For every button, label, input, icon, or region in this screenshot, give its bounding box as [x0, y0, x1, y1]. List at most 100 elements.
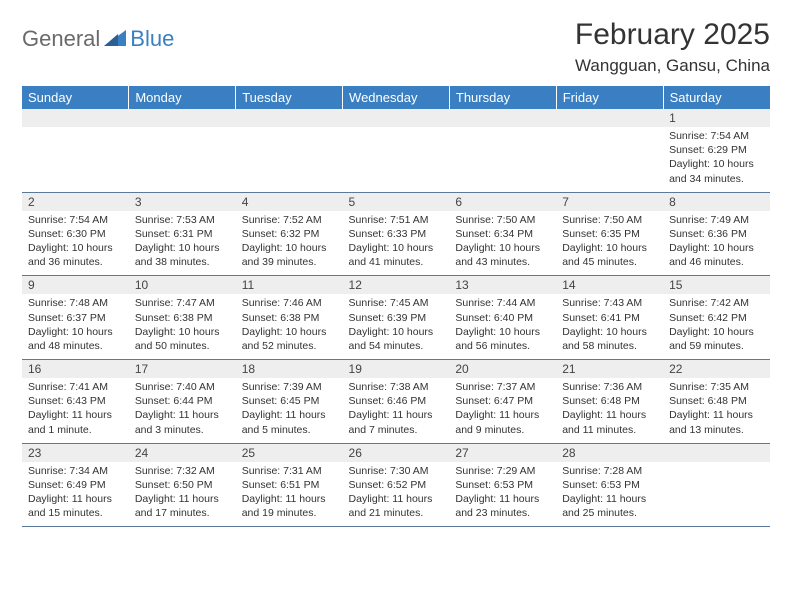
sunrise-text: Sunrise: 7:42 AM	[669, 296, 764, 310]
sunrise-text: Sunrise: 7:47 AM	[135, 296, 230, 310]
day-number-cell: 7	[556, 192, 663, 211]
daylight-text: Daylight: 10 hours and 43 minutes.	[455, 241, 550, 269]
logo-triangle-icon	[104, 28, 126, 51]
sunrise-text: Sunrise: 7:28 AM	[562, 464, 657, 478]
day-detail-cell: Sunrise: 7:51 AMSunset: 6:33 PMDaylight:…	[343, 211, 450, 276]
day-number-cell: 10	[129, 276, 236, 295]
day-detail-cell: Sunrise: 7:29 AMSunset: 6:53 PMDaylight:…	[449, 462, 556, 527]
daylight-text: Daylight: 10 hours and 54 minutes.	[349, 325, 444, 353]
daylight-text: Daylight: 11 hours and 17 minutes.	[135, 492, 230, 520]
day-detail-cell: Sunrise: 7:46 AMSunset: 6:38 PMDaylight:…	[236, 294, 343, 359]
logo-text-general: General	[22, 26, 100, 52]
sunrise-text: Sunrise: 7:54 AM	[669, 129, 764, 143]
daylight-text: Daylight: 10 hours and 34 minutes.	[669, 157, 764, 185]
sunset-text: Sunset: 6:51 PM	[242, 478, 337, 492]
day-number-cell: 17	[129, 360, 236, 379]
sunset-text: Sunset: 6:29 PM	[669, 143, 764, 157]
sunrise-text: Sunrise: 7:31 AM	[242, 464, 337, 478]
day-number-cell	[556, 109, 663, 127]
day-number-cell: 20	[449, 360, 556, 379]
day-detail-cell	[556, 127, 663, 192]
sunrise-text: Sunrise: 7:36 AM	[562, 380, 657, 394]
logo-text-blue: Blue	[130, 26, 174, 52]
sunrise-text: Sunrise: 7:50 AM	[562, 213, 657, 227]
daylight-text: Daylight: 10 hours and 36 minutes.	[28, 241, 123, 269]
sunset-text: Sunset: 6:39 PM	[349, 311, 444, 325]
sunset-text: Sunset: 6:46 PM	[349, 394, 444, 408]
daylight-text: Daylight: 10 hours and 38 minutes.	[135, 241, 230, 269]
day-detail-cell: Sunrise: 7:39 AMSunset: 6:45 PMDaylight:…	[236, 378, 343, 443]
daylight-text: Daylight: 11 hours and 11 minutes.	[562, 408, 657, 436]
daylight-text: Daylight: 10 hours and 56 minutes.	[455, 325, 550, 353]
day-detail-cell: Sunrise: 7:30 AMSunset: 6:52 PMDaylight:…	[343, 462, 450, 527]
day-number-cell: 11	[236, 276, 343, 295]
day-detail-cell: Sunrise: 7:40 AMSunset: 6:44 PMDaylight:…	[129, 378, 236, 443]
day-number-cell	[449, 109, 556, 127]
day-number-cell: 6	[449, 192, 556, 211]
detail-row: Sunrise: 7:34 AMSunset: 6:49 PM Daylight:…	[22, 462, 770, 527]
day-detail-cell: Sunrise: 7:28 AMSunset: 6:53 PMDaylight:…	[556, 462, 663, 527]
sunset-text: Sunset: 6:31 PM	[135, 227, 230, 241]
daynum-row: 1	[22, 109, 770, 127]
day-detail-cell: Sunrise: 7:35 AMSunset: 6:48 PMDaylight:…	[663, 378, 770, 443]
daylight-text: Daylight: 10 hours and 41 minutes.	[349, 241, 444, 269]
sunset-text: Sunset: 6:44 PM	[135, 394, 230, 408]
sunset-text: Sunset: 6:38 PM	[242, 311, 337, 325]
day-detail-cell: Sunrise: 7:47 AMSunset: 6:38 PMDaylight:…	[129, 294, 236, 359]
day-number-cell: 5	[343, 192, 450, 211]
day-number-cell	[22, 109, 129, 127]
day-number-cell: 18	[236, 360, 343, 379]
daylight-text: Daylight: 10 hours and 59 minutes.	[669, 325, 764, 353]
sunset-text: Sunset: 6:53 PM	[455, 478, 550, 492]
day-detail-cell	[663, 462, 770, 527]
sunrise-text: Sunrise: 7:40 AM	[135, 380, 230, 394]
day-detail-cell	[236, 127, 343, 192]
daylight-text: Daylight: 10 hours and 45 minutes.	[562, 241, 657, 269]
sunset-text: Sunset: 6:50 PM	[135, 478, 230, 492]
sunrise-text: Sunrise: 7:50 AM	[455, 213, 550, 227]
sunrise-text: Sunrise: 7:52 AM	[242, 213, 337, 227]
sunset-text: Sunset: 6:48 PM	[562, 394, 657, 408]
day-detail-cell: Sunrise: 7:43 AMSunset: 6:41 PMDaylight:…	[556, 294, 663, 359]
daylight-text: Daylight: 10 hours and 52 minutes.	[242, 325, 337, 353]
daynum-row: 9101112131415	[22, 276, 770, 295]
sunset-text: Sunset: 6:53 PM	[562, 478, 657, 492]
day-number-cell	[663, 443, 770, 462]
day-number-cell: 8	[663, 192, 770, 211]
day-detail-cell: Sunrise: 7:54 AMSunset: 6:30 PMDaylight:…	[22, 211, 129, 276]
day-number-cell	[236, 109, 343, 127]
sunrise-text: Sunrise: 7:51 AM	[349, 213, 444, 227]
page-subtitle: Wangguan, Gansu, China	[575, 56, 770, 76]
day-header: Sunday	[22, 86, 129, 109]
sunrise-text: Sunrise: 7:35 AM	[669, 380, 764, 394]
day-detail-cell	[129, 127, 236, 192]
daylight-text: Daylight: 10 hours and 46 minutes.	[669, 241, 764, 269]
day-detail-cell: Sunrise: 7:36 AMSunset: 6:48 PMDaylight:…	[556, 378, 663, 443]
day-detail-cell: Sunrise: 7:54 AMSunset: 6:29 PMDaylight:…	[663, 127, 770, 192]
day-number-cell: 13	[449, 276, 556, 295]
sunrise-text: Sunrise: 7:38 AM	[349, 380, 444, 394]
day-number-cell: 2	[22, 192, 129, 211]
day-number-cell	[343, 109, 450, 127]
sunset-text: Sunset: 6:30 PM	[28, 227, 123, 241]
day-number-cell: 28	[556, 443, 663, 462]
day-number-cell: 4	[236, 192, 343, 211]
day-header: Thursday	[449, 86, 556, 109]
day-number-cell: 1	[663, 109, 770, 127]
day-detail-cell: Sunrise: 7:52 AMSunset: 6:32 PMDaylight:…	[236, 211, 343, 276]
daynum-row: 232425262728	[22, 443, 770, 462]
daylight-text: Daylight: 11 hours and 21 minutes.	[349, 492, 444, 520]
title-block: February 2025 Wangguan, Gansu, China	[575, 18, 770, 76]
day-number-cell: 22	[663, 360, 770, 379]
detail-row: Sunrise: 7:48 AMSunset: 6:37 PMDaylight:…	[22, 294, 770, 359]
sunrise-text: Sunrise: 7:41 AM	[28, 380, 123, 394]
day-detail-cell: Sunrise: 7:44 AMSunset: 6:40 PMDaylight:…	[449, 294, 556, 359]
sunrise-text: Sunrise: 7:34 AM	[28, 464, 123, 478]
sunrise-text: Sunrise: 7:29 AM	[455, 464, 550, 478]
sunset-text: Sunset: 6:38 PM	[135, 311, 230, 325]
daylight-text: Daylight: 11 hours and 23 minutes.	[455, 492, 550, 520]
daylight-text: Daylight: 10 hours and 39 minutes.	[242, 241, 337, 269]
day-number-cell: 12	[343, 276, 450, 295]
sunset-text: Sunset: 6:49 PM	[28, 478, 123, 492]
daylight-text: Daylight: 11 hours and 3 minutes.	[135, 408, 230, 436]
